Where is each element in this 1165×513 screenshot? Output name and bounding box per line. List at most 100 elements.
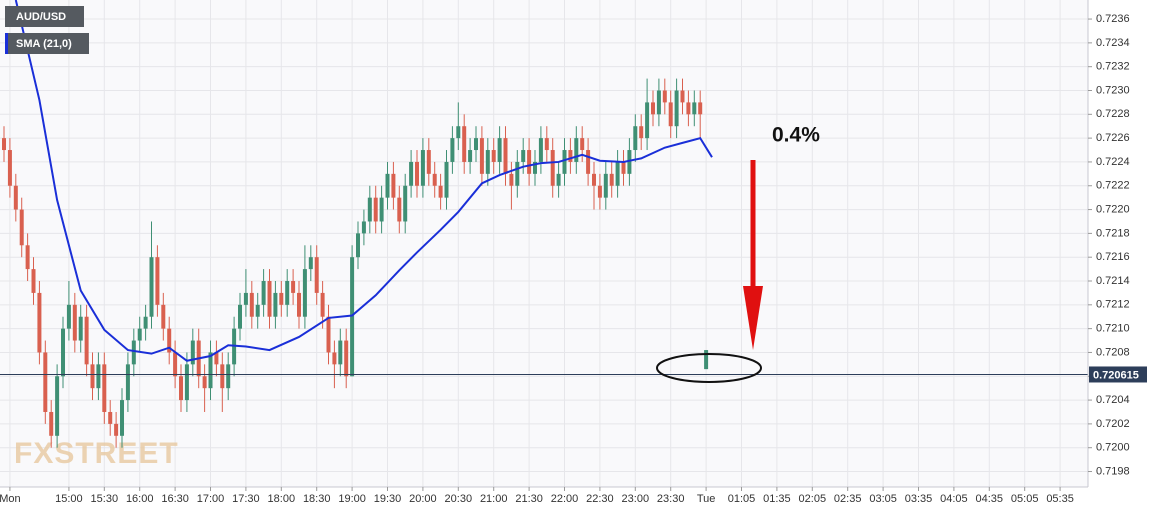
x-tick-label: 21:00 [480, 493, 508, 505]
x-tick-label: 01:35 [763, 493, 791, 505]
candle-body [645, 102, 650, 139]
legend-box [5, 6, 84, 27]
candle-body [273, 292, 278, 317]
candle-body [255, 304, 260, 317]
y-tick-label: 0.7198 [1096, 465, 1130, 477]
candle-body [155, 257, 160, 305]
candle-body [503, 138, 508, 174]
y-tick-label: 0.7224 [1096, 156, 1130, 168]
candle-body [261, 281, 266, 305]
x-tick-label: 04:35 [976, 493, 1004, 505]
x-tick-label: 19:00 [338, 493, 366, 505]
x-tick-label: 04:05 [940, 493, 968, 505]
x-tick-label: 22:00 [551, 493, 579, 505]
x-tick-label: 17:30 [232, 493, 260, 505]
candle-body [556, 173, 561, 186]
candle-body [61, 328, 66, 377]
candle-body [184, 364, 189, 401]
x-tick-label: 18:00 [268, 493, 296, 505]
candle-body [291, 281, 296, 293]
y-tick-label: 0.7202 [1096, 418, 1130, 430]
candle-body [13, 185, 18, 210]
candle-body [350, 257, 355, 377]
candle-body [297, 292, 302, 317]
legend-label: AUD/USD [16, 11, 66, 23]
candle-body [544, 138, 549, 151]
x-tick-label: 05:05 [1011, 493, 1039, 505]
candle-body [149, 257, 154, 317]
candle-body [55, 376, 60, 436]
y-tick-label: 0.7236 [1096, 13, 1130, 25]
candle-body [468, 150, 473, 162]
arrow-head [743, 286, 763, 350]
watermark: FXSTREET [14, 437, 179, 470]
candle-body [704, 350, 709, 370]
y-tick-label: 0.7208 [1096, 346, 1130, 358]
candle-body [78, 316, 83, 341]
candle-body [214, 352, 219, 365]
candle-body [497, 138, 502, 162]
x-tick-label: 22:30 [586, 493, 614, 505]
x-tick-label: 21:30 [515, 493, 543, 505]
x-tick-label: 19:30 [374, 493, 402, 505]
x-tick-label: 15:30 [91, 493, 119, 505]
legend-label: SMA (21,0) [16, 38, 72, 50]
last-price-label: 0.720615 [1093, 369, 1139, 381]
candle-body [662, 90, 667, 103]
x-tick-label: 03:35 [905, 493, 933, 505]
x-tick-label: Tue [697, 493, 716, 505]
candle-body [527, 150, 532, 174]
candle-body [562, 150, 567, 174]
candle-body [698, 102, 703, 115]
candle-body [432, 173, 437, 186]
candle-body [2, 138, 7, 151]
candle-body [415, 161, 420, 186]
candle-body [574, 138, 579, 162]
marks [0, 0, 1088, 448]
candle-body [680, 90, 685, 103]
candle-body [639, 126, 644, 139]
candle-body [202, 376, 207, 389]
candle-body [409, 161, 414, 186]
candle-body [615, 161, 620, 186]
candle-body [586, 150, 591, 174]
candle-body [31, 269, 36, 293]
candle-body [302, 269, 307, 317]
candle-body [285, 281, 290, 305]
y-tick-label: 0.7210 [1096, 323, 1130, 335]
y-tick-label: 0.7220 [1096, 203, 1130, 215]
candle-body [314, 257, 319, 293]
candle-body [173, 352, 178, 377]
candle-body [397, 197, 402, 222]
candle-body [509, 173, 514, 186]
legend-swatch [5, 33, 8, 54]
plot-area [0, 0, 1088, 487]
candle-body [338, 340, 343, 365]
y-tick-label: 0.7226 [1096, 132, 1130, 144]
candle-body [356, 233, 361, 258]
candle-body [25, 245, 30, 270]
y-tick-label: 0.7228 [1096, 108, 1130, 120]
y-tick-label: 0.7200 [1096, 442, 1130, 454]
candle-body [692, 102, 697, 115]
arrow [743, 160, 763, 350]
x-tick-label: 01:05 [728, 493, 756, 505]
candle-body [533, 161, 538, 174]
y-tick-label: 0.7232 [1096, 61, 1130, 73]
candle-body [367, 197, 372, 222]
candle-body [120, 400, 125, 436]
candle-body [226, 364, 231, 389]
candle-body [72, 304, 77, 341]
x-tick-label: Mon [0, 493, 21, 505]
candle-body [420, 150, 425, 186]
candle-body [66, 304, 71, 329]
candle-body [179, 376, 184, 401]
candle-body [621, 161, 626, 174]
x-tick-label: 17:00 [197, 493, 225, 505]
candle-body [90, 364, 95, 389]
candle-body [597, 185, 602, 198]
candle-body [450, 138, 455, 162]
candle-body [603, 173, 608, 198]
candle-body [131, 340, 136, 365]
candle-body [651, 102, 656, 115]
